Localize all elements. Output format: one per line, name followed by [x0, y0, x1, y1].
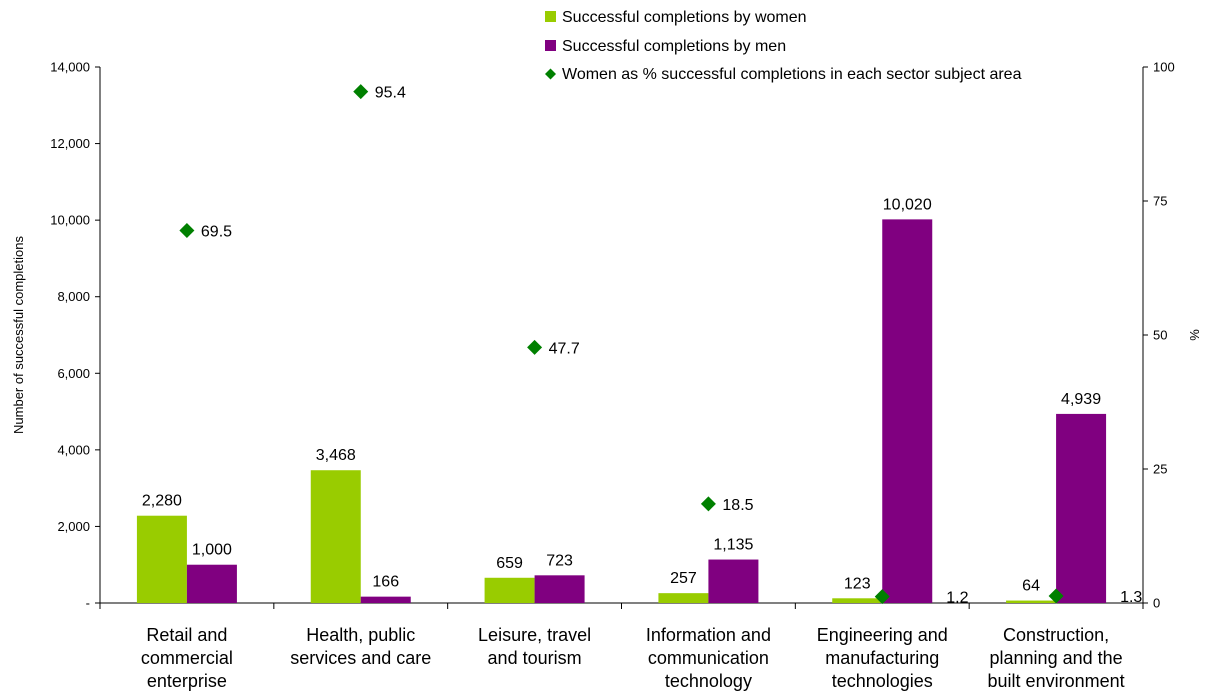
legend-label-men: Successful completions by men: [562, 38, 786, 55]
y-axis-title: Number of successful completions: [11, 236, 26, 434]
pct-label: 1.3: [1120, 589, 1142, 606]
right-tick-label: 75: [1153, 194, 1167, 209]
left-tick-label: 10,000: [50, 213, 90, 228]
bar-men: [360, 596, 411, 603]
y2-axis-title: %: [1187, 329, 1202, 341]
pct-marker: [874, 589, 890, 605]
category-label: manufacturing: [825, 648, 939, 668]
category-label: services and care: [290, 648, 431, 668]
legend-swatch-pct: [545, 68, 556, 80]
left-tick-label: 12,000: [50, 136, 90, 151]
left-tick-label: 4,000: [57, 442, 90, 457]
bar-women-label: 2,280: [142, 493, 182, 510]
pct-label: 69.5: [201, 223, 232, 240]
bar-women: [310, 470, 361, 603]
bar-women: [1006, 600, 1057, 603]
left-tick-label: 2,000: [57, 519, 90, 534]
legend-label-pct: Women as % successful completions in eac…: [562, 66, 1022, 83]
pct-marker: [1048, 588, 1064, 604]
category-label: enterprise: [147, 671, 227, 691]
category-label: Health, public: [306, 625, 415, 645]
pct-label: 47.7: [549, 340, 580, 357]
bar-men: [534, 575, 585, 603]
left-tick-label: -: [86, 596, 90, 611]
category-label: Engineering and: [817, 625, 948, 645]
pct-marker: [353, 84, 369, 100]
category-label: built environment: [988, 671, 1125, 691]
bar-women-label: 257: [670, 570, 697, 587]
left-tick-label: 8,000: [57, 289, 90, 304]
category-label: technology: [665, 671, 752, 691]
bar-women-label: 659: [496, 555, 523, 572]
category-label: Information and: [646, 625, 771, 645]
right-tick-label: 100: [1153, 60, 1175, 75]
pct-label: 1.2: [946, 590, 968, 607]
bar-men-label: 723: [546, 552, 573, 569]
category-label: Construction,: [1003, 625, 1109, 645]
legend-swatch-men: [545, 40, 556, 51]
right-tick-label: 50: [1153, 328, 1167, 343]
bar-women: [832, 598, 883, 603]
bar-women-label: 123: [844, 575, 871, 592]
category-label: and tourism: [488, 648, 582, 668]
category-label: Retail and: [146, 625, 227, 645]
pct-marker: [179, 222, 195, 238]
bar-men: [186, 564, 237, 603]
pct-marker: [527, 339, 543, 355]
left-tick-label: 14,000: [50, 60, 90, 75]
bar-men-label: 166: [372, 574, 399, 591]
pct-label: 18.5: [722, 497, 753, 514]
right-tick-label: 25: [1153, 462, 1167, 477]
bar-men-label: 1,000: [192, 542, 232, 559]
bar-men: [1056, 413, 1107, 603]
bar-men-label: 10,020: [883, 196, 932, 213]
category-label: Leisure, travel: [478, 625, 591, 645]
pct-marker: [700, 496, 716, 512]
legend-label-women: Successful completions by women: [562, 9, 807, 26]
bar-men-label: 4,939: [1061, 391, 1101, 408]
bar-women: [658, 593, 709, 603]
legend-swatch-women: [545, 11, 556, 22]
bar-women-label: 3,468: [316, 447, 356, 464]
bar-men: [882, 219, 933, 603]
pct-label: 95.4: [375, 85, 406, 102]
bar-women: [136, 515, 187, 603]
bar-women: [484, 577, 535, 603]
category-label: communication: [648, 648, 769, 668]
bar-men: [708, 559, 759, 603]
category-label: planning and the: [990, 648, 1123, 668]
right-tick-label: 0: [1153, 596, 1160, 611]
left-tick-label: 6,000: [57, 366, 90, 381]
bar-men-label: 1,135: [713, 537, 753, 554]
category-label: commercial: [141, 648, 233, 668]
bar-women-label: 64: [1022, 578, 1040, 595]
category-label: technologies: [832, 671, 933, 691]
